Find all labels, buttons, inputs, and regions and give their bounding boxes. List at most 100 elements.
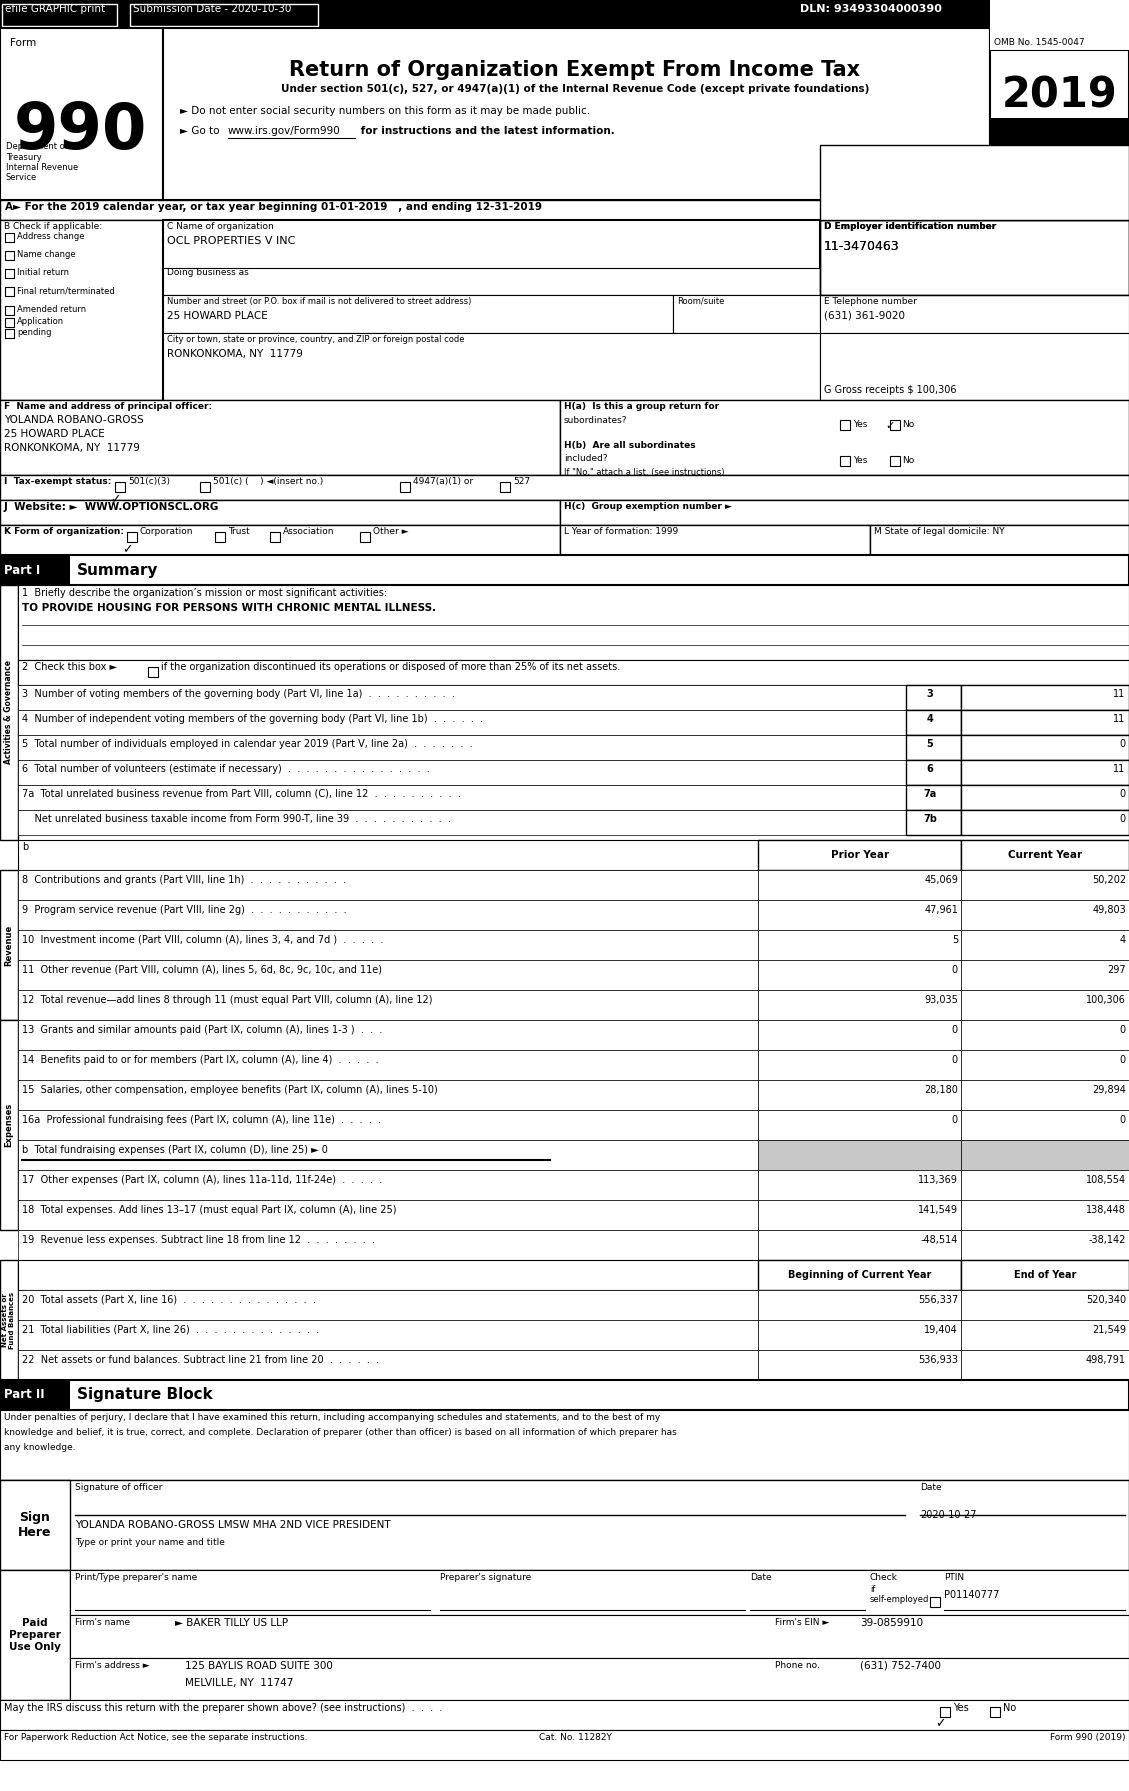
Text: Association: Association: [283, 527, 334, 536]
Text: www.irs.gov/Form990: www.irs.gov/Form990: [228, 125, 341, 136]
Text: RONKONKOMA, NY  11779: RONKONKOMA, NY 11779: [5, 442, 140, 453]
Bar: [0, 586, 18, 840]
Bar: [0, 29, 163, 201]
Text: -48,514: -48,514: [920, 1236, 959, 1245]
Text: 990: 990: [14, 100, 148, 161]
Text: 50,202: 50,202: [1092, 876, 1126, 885]
Bar: [758, 1320, 961, 1350]
Text: YOLANDA ROBANO-GROSS LMSW MHA 2ND VICE PRESIDENT: YOLANDA ROBANO-GROSS LMSW MHA 2ND VICE P…: [75, 1521, 391, 1530]
Bar: [961, 759, 1129, 784]
Text: Doing business as: Doing business as: [167, 269, 248, 278]
Text: H(a)  Is this a group return for: H(a) Is this a group return for: [564, 401, 719, 410]
Text: 0: 0: [1119, 813, 1124, 824]
Text: b  Total fundraising expenses (Part IX, column (D), line 25) ► 0: b Total fundraising expenses (Part IX, c…: [21, 1144, 327, 1155]
Bar: [0, 555, 70, 586]
Text: Trust: Trust: [228, 527, 250, 536]
Bar: [0, 555, 1129, 586]
Bar: [820, 220, 1129, 296]
Text: subordinates?: subordinates?: [564, 416, 628, 424]
Bar: [820, 333, 1129, 399]
Bar: [126, 532, 137, 543]
Text: Check: Check: [870, 1572, 898, 1581]
Text: No: No: [1003, 1703, 1016, 1712]
Bar: [0, 1261, 18, 1381]
Bar: [961, 960, 1129, 990]
Bar: [18, 930, 758, 960]
Text: City or town, state or province, country, and ZIP or foreign postal code: City or town, state or province, country…: [167, 335, 464, 344]
Bar: [163, 220, 820, 399]
Text: Return of Organization Exempt From Income Tax: Return of Organization Exempt From Incom…: [289, 61, 860, 81]
Bar: [18, 684, 905, 709]
Text: PTIN: PTIN: [944, 1572, 964, 1581]
Bar: [18, 810, 905, 835]
Text: self-employed: self-employed: [870, 1596, 929, 1605]
Text: Print/Type preparer's name: Print/Type preparer's name: [75, 1572, 198, 1581]
Text: 11: 11: [1113, 715, 1124, 724]
Bar: [500, 482, 510, 493]
Text: 21  Total liabilities (Part X, line 26)  .  .  .  .  .  .  .  .  .  .  .  .  .  : 21 Total liabilities (Part X, line 26) .…: [21, 1325, 320, 1334]
Bar: [0, 1410, 1129, 1479]
Bar: [18, 661, 1129, 684]
Text: Form: Form: [10, 38, 36, 48]
Text: Form 990 (2019): Form 990 (2019): [1050, 1734, 1124, 1743]
Bar: [5, 233, 14, 242]
Bar: [890, 421, 900, 430]
Bar: [115, 482, 125, 493]
Bar: [18, 840, 1129, 870]
Text: Firm's EIN ►: Firm's EIN ►: [774, 1617, 829, 1626]
Bar: [758, 1050, 961, 1080]
Text: Net unrelated business taxable income from Form 990-T, line 39  .  .  .  .  .  .: Net unrelated business taxable income fr…: [21, 813, 450, 824]
Text: 2  Check this box ►: 2 Check this box ►: [21, 663, 117, 672]
Bar: [560, 525, 870, 555]
Text: (631) 361-9020: (631) 361-9020: [824, 312, 905, 321]
Text: Beginning of Current Year: Beginning of Current Year: [788, 1270, 931, 1281]
Text: 49,803: 49,803: [1092, 904, 1126, 915]
Text: included?: included?: [564, 453, 607, 464]
Text: F  Name and address of principal officer:: F Name and address of principal officer:: [5, 401, 212, 410]
Text: No: No: [902, 457, 914, 466]
Text: RONKONKOMA, NY  11779: RONKONKOMA, NY 11779: [167, 349, 303, 358]
Bar: [18, 1350, 758, 1381]
Text: 16a  Professional fundraising fees (Part IX, column (A), line 11e)  .  .  .  .  : 16a Professional fundraising fees (Part …: [21, 1116, 382, 1125]
Text: May the IRS discuss this return with the preparer shown above? (see instructions: May the IRS discuss this return with the…: [5, 1703, 443, 1712]
Text: 11  Other revenue (Part VIII, column (A), lines 5, 6d, 8c, 9c, 10c, and 11e): 11 Other revenue (Part VIII, column (A),…: [21, 965, 382, 974]
Bar: [961, 1050, 1129, 1080]
Text: Prior Year: Prior Year: [831, 851, 889, 860]
Text: MELVILLE, NY  11747: MELVILLE, NY 11747: [185, 1678, 294, 1687]
Text: 0: 0: [1119, 790, 1124, 799]
Text: Revenue: Revenue: [5, 924, 14, 965]
Bar: [820, 296, 1129, 333]
Bar: [890, 457, 900, 466]
Text: 4947(a)(1) or: 4947(a)(1) or: [413, 476, 473, 485]
Text: 8  Contributions and grants (Part VIII, line 1h)  .  .  .  .  .  .  .  .  .  .  : 8 Contributions and grants (Part VIII, l…: [21, 876, 347, 885]
Bar: [0, 220, 163, 399]
Text: 4: 4: [1120, 935, 1126, 946]
Bar: [400, 482, 410, 493]
Text: Number and street (or P.O. box if mail is not delivered to street address): Number and street (or P.O. box if mail i…: [167, 297, 472, 306]
Text: No: No: [902, 421, 914, 430]
Bar: [70, 1571, 1129, 1615]
Bar: [18, 1141, 758, 1170]
Text: I  Tax-exempt status:: I Tax-exempt status:: [5, 476, 112, 485]
Text: 0: 0: [952, 1024, 959, 1035]
Text: b: b: [21, 842, 28, 853]
Bar: [961, 930, 1129, 960]
Text: 5  Total number of individuals employed in calendar year 2019 (Part V, line 2a) : 5 Total number of individuals employed i…: [21, 740, 473, 749]
Text: 2020-10-27: 2020-10-27: [920, 1510, 977, 1521]
Text: E Telephone number: E Telephone number: [824, 297, 917, 306]
Text: Type or print your name and title: Type or print your name and title: [75, 1538, 225, 1547]
Bar: [758, 901, 961, 930]
Bar: [163, 333, 820, 399]
Text: 108,554: 108,554: [1086, 1175, 1126, 1186]
Text: 11: 11: [1113, 690, 1124, 698]
Text: 18  Total expenses. Add lines 13–17 (must equal Part IX, column (A), line 25): 18 Total expenses. Add lines 13–17 (must…: [21, 1205, 396, 1214]
Bar: [5, 287, 14, 296]
Bar: [758, 1080, 961, 1110]
Bar: [758, 1170, 961, 1200]
Bar: [820, 145, 1129, 220]
Text: 0: 0: [1119, 740, 1124, 749]
Bar: [990, 1707, 1000, 1718]
Text: 125 BAYLIS ROAD SUITE 300: 125 BAYLIS ROAD SUITE 300: [185, 1660, 333, 1671]
Text: 498,791: 498,791: [1086, 1356, 1126, 1365]
Text: Net Assets or
Fund Balances: Net Assets or Fund Balances: [2, 1291, 16, 1349]
